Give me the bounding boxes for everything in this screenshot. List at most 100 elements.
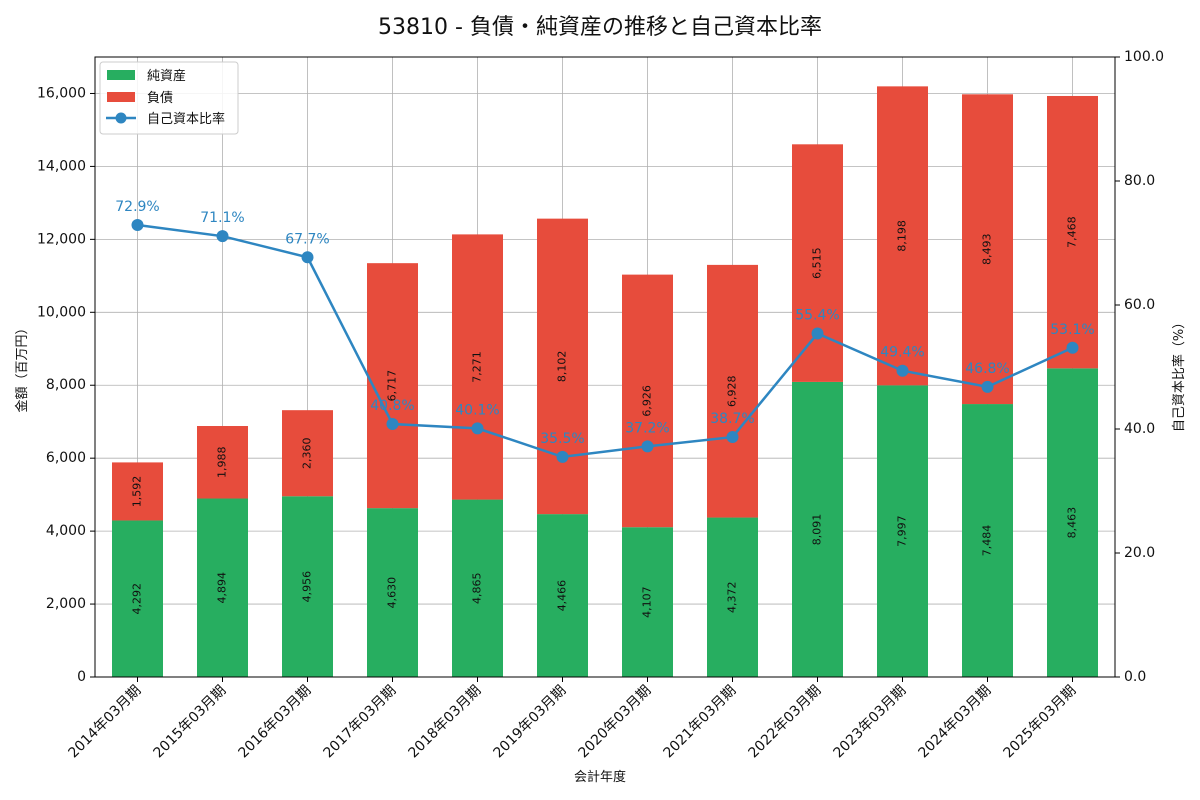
bar-net-assets bbox=[452, 499, 503, 677]
bar-label-liabilities: 7,468 bbox=[1066, 216, 1079, 248]
bar-net-assets bbox=[197, 498, 248, 677]
plot-frame bbox=[94, 56, 1116, 678]
y2-tick-label: 0.0 bbox=[1124, 669, 1146, 685]
x-tick-label: 2023年03月期 bbox=[831, 683, 910, 762]
ratio-point bbox=[896, 364, 909, 377]
ratio-label: 67.7% bbox=[285, 231, 329, 247]
bar-net-assets bbox=[282, 496, 333, 677]
bar-liabilities bbox=[367, 263, 418, 509]
ratio-label: 71.1% bbox=[200, 210, 244, 226]
ratio-point bbox=[131, 219, 144, 232]
y-tick-label: 6,000 bbox=[46, 450, 86, 466]
x-tick-label: 2017年03月期 bbox=[321, 683, 400, 762]
bar-net-assets bbox=[1047, 368, 1098, 677]
legend-swatch-liabilities bbox=[107, 92, 135, 102]
x-tick-label: 2021年03月期 bbox=[661, 683, 740, 762]
ratio-label: 37.2% bbox=[625, 420, 669, 436]
ratio-point bbox=[301, 251, 314, 264]
bar-label-liabilities: 1,592 bbox=[131, 476, 144, 508]
ratio-label: 55.4% bbox=[795, 308, 839, 324]
y-tick-label: 10,000 bbox=[37, 304, 86, 320]
y-axis-label: 金額（百万円） bbox=[14, 321, 30, 412]
bar-label-net-assets: 7,484 bbox=[981, 525, 994, 557]
y-tick-label: 8,000 bbox=[46, 377, 86, 393]
bar-label-liabilities: 6,928 bbox=[726, 375, 739, 407]
y-tick-label: 4,000 bbox=[46, 523, 86, 539]
x-tick-label: 2019年03月期 bbox=[491, 683, 570, 762]
bar-liabilities bbox=[112, 462, 163, 521]
bar-label-net-assets: 4,956 bbox=[301, 571, 314, 603]
bar-label-liabilities: 6,515 bbox=[811, 247, 824, 279]
bar-net-assets bbox=[707, 517, 758, 677]
legend: 純資産 負債 自己資本比率 bbox=[99, 61, 239, 135]
legend-swatch-ratio-marker bbox=[115, 112, 127, 124]
ratio-label: 53.1% bbox=[1050, 322, 1094, 338]
bar-liabilities bbox=[537, 218, 588, 515]
chart-title: 53810 - 負債・純資産の推移と自己資本比率 bbox=[378, 15, 822, 40]
bar-liabilities bbox=[1047, 95, 1098, 369]
bar-liabilities bbox=[452, 234, 503, 500]
bar-liabilities bbox=[962, 94, 1013, 405]
bar-label-liabilities: 1,988 bbox=[216, 447, 229, 479]
ratio-point bbox=[471, 422, 484, 435]
bar-net-assets bbox=[877, 385, 928, 677]
x-tick-label: 2014年03月期 bbox=[66, 683, 145, 762]
ratio-label: 35.5% bbox=[540, 431, 584, 447]
ratio-label: 46.8% bbox=[965, 361, 1009, 377]
ratio-point bbox=[726, 431, 739, 444]
bars: 4,292 1,592 4,894 1,988 4,956 2,360 4,630 6,717… bbox=[112, 86, 1098, 677]
ratio-point bbox=[386, 418, 399, 431]
ratio-label: 40.8% bbox=[370, 398, 414, 414]
ratio-point bbox=[641, 440, 654, 453]
ratio-point bbox=[1066, 341, 1079, 354]
bar-liabilities bbox=[622, 274, 673, 528]
bar-label-net-assets: 4,630 bbox=[386, 577, 399, 609]
bar-label-liabilities: 8,198 bbox=[896, 220, 909, 252]
y-tick-label: 12,000 bbox=[37, 231, 86, 247]
ratio-polyline bbox=[137, 223, 1074, 459]
bar-liabilities bbox=[707, 264, 758, 518]
bar-label-liabilities: 6,717 bbox=[386, 370, 399, 402]
x-tick-label: 2022年03月期 bbox=[746, 683, 825, 762]
bar-label-net-assets: 4,466 bbox=[556, 580, 569, 612]
bar-label-liabilities: 7,271 bbox=[471, 351, 484, 383]
bar-net-assets bbox=[537, 514, 588, 677]
y2-tick-label: 40.0 bbox=[1124, 421, 1155, 437]
bar-label-net-assets: 4,372 bbox=[726, 582, 739, 614]
bar-label-liabilities: 8,102 bbox=[556, 351, 569, 383]
y-tick-label: 2,000 bbox=[46, 596, 86, 612]
bar-label-net-assets: 4,292 bbox=[131, 583, 144, 615]
bar-liabilities bbox=[877, 86, 928, 386]
bar-label-net-assets: 8,463 bbox=[1066, 507, 1079, 539]
y2-tick-label: 60.0 bbox=[1124, 297, 1155, 313]
y-tick-label: 0 bbox=[77, 669, 86, 685]
x-tick-label: 2015年03月期 bbox=[151, 683, 230, 762]
bar-label-liabilities: 8,493 bbox=[981, 233, 994, 265]
bar-label-liabilities: 6,926 bbox=[641, 385, 654, 417]
legend-swatch-net-assets bbox=[107, 70, 135, 80]
x-tick-label: 2024年03月期 bbox=[916, 683, 995, 762]
x-tick-label: 2016年03月期 bbox=[236, 683, 315, 762]
y2-tick-label: 20.0 bbox=[1124, 545, 1155, 561]
bar-label-net-assets: 8,091 bbox=[811, 514, 824, 546]
ratio-label: 40.1% bbox=[455, 402, 499, 418]
ratio-point bbox=[981, 380, 994, 393]
bar-liabilities bbox=[282, 410, 333, 497]
ratio-label: 72.9% bbox=[115, 199, 159, 215]
ratio-point bbox=[556, 450, 569, 463]
ratio-point bbox=[216, 230, 229, 243]
x-tick-label: 2020年03月期 bbox=[576, 683, 655, 762]
legend-label-ratio: 自己資本比率 bbox=[147, 111, 225, 127]
ratio-label: 49.4% bbox=[880, 345, 924, 361]
bar-label-liabilities: 2,360 bbox=[301, 437, 314, 469]
y-tick-label: 16,000 bbox=[37, 85, 86, 101]
ratio-label: 38.7% bbox=[710, 411, 754, 427]
y2-axis-label: 自己資本比率（%） bbox=[1171, 316, 1187, 432]
ratio-line: 72.9% 71.1% 67.7% 40.8% 40.1% 35.5% 37.2% 38.7%… bbox=[115, 199, 1095, 463]
bar-net-assets bbox=[112, 520, 163, 677]
legend-label-net-assets: 純資産 bbox=[147, 68, 186, 84]
bar-liabilities bbox=[197, 426, 248, 499]
bar-net-assets bbox=[622, 527, 673, 677]
legend-label-liabilities: 負債 bbox=[147, 91, 173, 106]
bar-label-net-assets: 7,997 bbox=[896, 515, 909, 547]
